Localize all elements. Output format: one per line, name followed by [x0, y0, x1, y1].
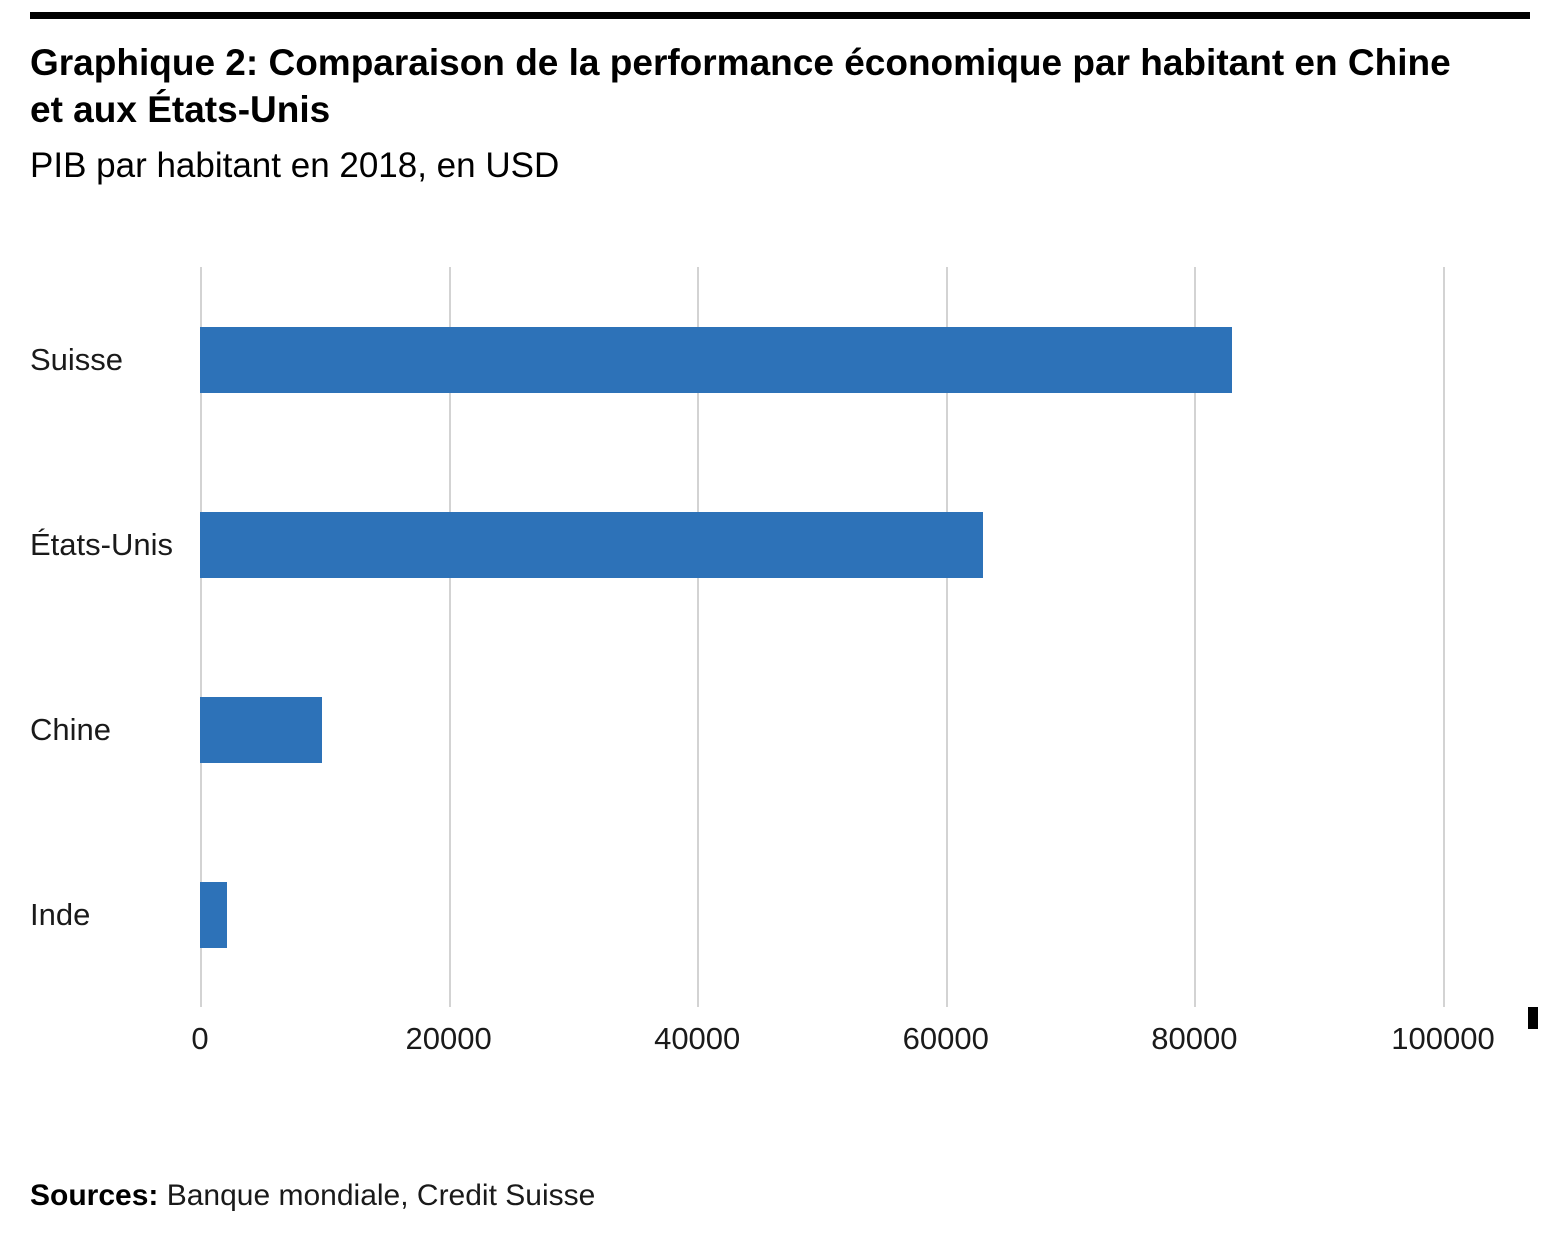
top-divider-rule: [30, 12, 1530, 19]
bar: [200, 511, 984, 578]
x-tick-label: 60000: [902, 1021, 989, 1057]
bar-chart: Suisse États-Unis Chine Inde 0 20000 40000 600…: [30, 267, 1538, 1067]
category-label: Suisse: [30, 341, 124, 377]
sources-line: Sources: Banque mondiale, Credit Suisse: [30, 1179, 1530, 1213]
x-axis: 0 20000 40000 60000 80000 100000: [191, 1007, 1538, 1067]
chart-subtitle: PIB par habitant en 2018, en USD: [30, 145, 560, 185]
gridline-40000: [697, 267, 700, 1008]
chart-title: Graphique 2: Comparaison de la performan…: [30, 42, 1451, 131]
category-label: Chine: [30, 711, 111, 747]
bar: [200, 881, 228, 948]
gridline-100000: [1442, 267, 1445, 1008]
category-label: Inde: [30, 896, 91, 932]
gridline-20000: [448, 267, 451, 1008]
sources-text: Banque mondiale, Credit Suisse: [158, 1179, 596, 1213]
category-label: États-Unis: [30, 526, 173, 562]
sources-label: Sources:: [30, 1179, 159, 1213]
category-labels-column: Suisse États-Unis Chine Inde: [30, 267, 200, 1007]
bar-row: [200, 267, 1530, 452]
x-tick-label: 80000: [1151, 1021, 1238, 1057]
gridline-0: [200, 267, 202, 1008]
x-tick-label: 0: [191, 1021, 209, 1057]
gridline-60000: [945, 267, 948, 1008]
x-tick-label: 20000: [405, 1021, 492, 1057]
plot-wrap: Suisse États-Unis Chine Inde: [30, 267, 1530, 1008]
axis-right-edge-mark: [1528, 1007, 1538, 1030]
bar-row: [200, 452, 1530, 637]
bar-row: [200, 822, 1530, 1007]
bar-row: [200, 637, 1530, 822]
x-tick-label: 40000: [654, 1021, 741, 1057]
bar: [200, 696, 322, 763]
x-tick-label: 100000: [1391, 1021, 1495, 1057]
plot-area: [200, 267, 1530, 1008]
bar: [200, 326, 1232, 393]
gridline-80000: [1194, 267, 1197, 1008]
